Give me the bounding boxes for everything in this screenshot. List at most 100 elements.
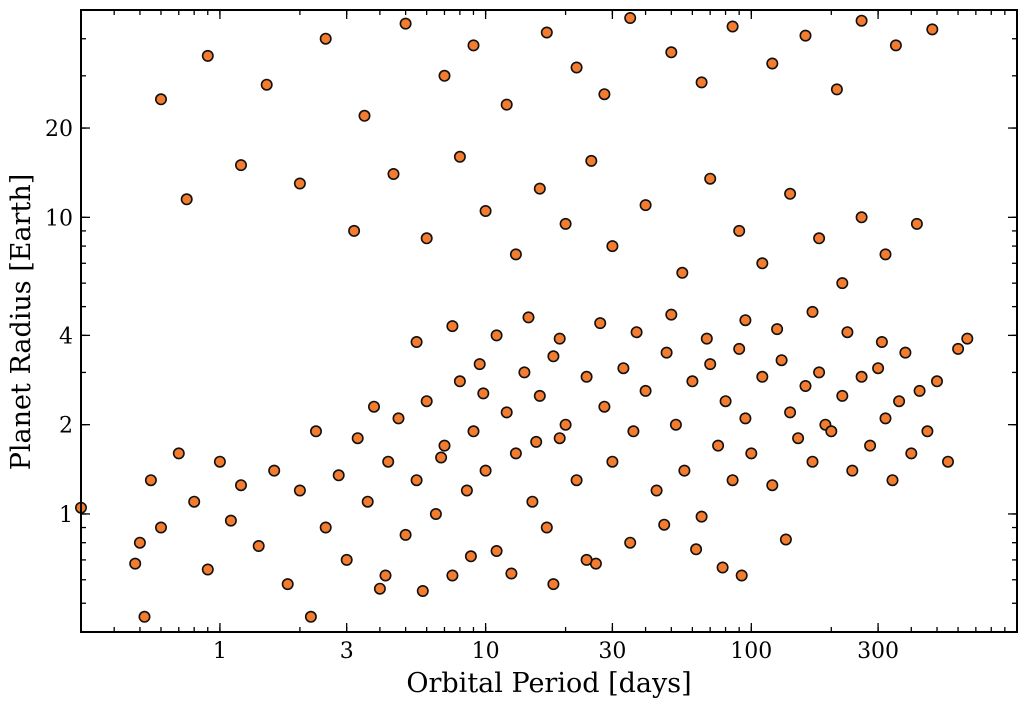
data-point bbox=[855, 370, 868, 383]
x-tick-label: 100 bbox=[730, 639, 772, 664]
data-point bbox=[624, 536, 637, 549]
data-point bbox=[864, 439, 877, 452]
data-point bbox=[438, 439, 451, 452]
data-point bbox=[766, 57, 779, 70]
data-point bbox=[155, 521, 168, 534]
data-point bbox=[813, 232, 826, 245]
data-point bbox=[509, 447, 522, 460]
data-point bbox=[712, 439, 725, 452]
data-point bbox=[435, 451, 448, 464]
data-point bbox=[460, 484, 473, 497]
data-point bbox=[429, 507, 442, 520]
data-point bbox=[745, 447, 758, 460]
data-point bbox=[686, 375, 699, 388]
data-point bbox=[379, 569, 392, 582]
data-point bbox=[505, 567, 518, 580]
data-point bbox=[784, 406, 797, 419]
data-point bbox=[464, 550, 477, 563]
data-point bbox=[201, 563, 214, 576]
data-point bbox=[806, 455, 819, 468]
data-point bbox=[479, 464, 492, 477]
data-point bbox=[598, 400, 611, 413]
data-point bbox=[899, 346, 912, 359]
data-point bbox=[836, 389, 849, 402]
data-point bbox=[533, 182, 546, 195]
data-point bbox=[639, 199, 652, 212]
data-point bbox=[559, 418, 572, 431]
data-point bbox=[155, 93, 168, 106]
y-axis-label: Planet Radius [Earth] bbox=[6, 174, 37, 471]
data-point bbox=[855, 211, 868, 224]
data-point bbox=[570, 61, 583, 74]
data-point bbox=[726, 20, 739, 33]
data-point bbox=[799, 29, 812, 42]
data-point bbox=[676, 266, 689, 279]
data-point bbox=[533, 389, 546, 402]
data-point bbox=[806, 305, 819, 318]
data-point bbox=[467, 39, 480, 52]
data-point bbox=[580, 553, 593, 566]
data-point bbox=[639, 384, 652, 397]
data-point bbox=[500, 406, 513, 419]
data-point bbox=[309, 425, 322, 438]
data-point bbox=[695, 76, 708, 89]
data-point bbox=[921, 425, 934, 438]
data-point bbox=[268, 464, 281, 477]
data-point bbox=[213, 455, 226, 468]
data-point bbox=[373, 582, 386, 595]
data-point bbox=[594, 317, 607, 330]
data-point bbox=[399, 528, 412, 541]
data-point bbox=[910, 217, 923, 230]
data-point bbox=[358, 109, 371, 122]
data-point bbox=[733, 224, 746, 237]
data-point bbox=[913, 384, 926, 397]
data-point bbox=[399, 17, 412, 30]
data-point bbox=[756, 370, 769, 383]
x-tick-label: 300 bbox=[857, 639, 899, 664]
data-point bbox=[879, 248, 892, 261]
data-point bbox=[235, 159, 248, 172]
data-point bbox=[138, 610, 151, 623]
data-point bbox=[830, 83, 843, 96]
data-point bbox=[416, 584, 429, 597]
data-point bbox=[526, 495, 539, 508]
data-point bbox=[188, 495, 201, 508]
y-axis-ticks: 1 2 4 10 20 bbox=[45, 9, 1017, 633]
data-point bbox=[766, 479, 779, 492]
data-point bbox=[224, 514, 237, 527]
data-point bbox=[410, 335, 423, 348]
data-point bbox=[930, 375, 943, 388]
data-points bbox=[75, 12, 974, 623]
data-point bbox=[771, 323, 784, 336]
data-point bbox=[410, 474, 423, 487]
data-point bbox=[719, 395, 732, 408]
y-tick-label: 2 bbox=[59, 414, 73, 439]
data-point bbox=[438, 69, 451, 82]
data-point bbox=[665, 308, 678, 321]
data-point bbox=[775, 354, 788, 367]
data-point bbox=[293, 484, 306, 497]
data-point bbox=[332, 469, 345, 482]
y-tick-label: 20 bbox=[45, 117, 73, 142]
x-tick-label: 1 bbox=[213, 639, 227, 664]
data-point bbox=[367, 400, 380, 413]
data-point bbox=[509, 248, 522, 261]
x-tick-label: 30 bbox=[598, 639, 626, 664]
data-point bbox=[340, 553, 353, 566]
data-point bbox=[855, 14, 868, 27]
y-tick-label: 10 bbox=[45, 206, 73, 231]
data-point bbox=[739, 314, 752, 327]
data-point bbox=[716, 561, 729, 574]
data-point bbox=[361, 495, 374, 508]
data-point bbox=[952, 342, 965, 355]
data-point bbox=[630, 326, 643, 339]
data-point bbox=[735, 569, 748, 582]
data-point bbox=[453, 375, 466, 388]
data-point bbox=[726, 474, 739, 487]
data-point bbox=[133, 536, 146, 549]
data-point bbox=[129, 557, 142, 570]
x-tick-label: 3 bbox=[340, 639, 354, 664]
data-point bbox=[490, 544, 503, 557]
data-point bbox=[893, 395, 906, 408]
